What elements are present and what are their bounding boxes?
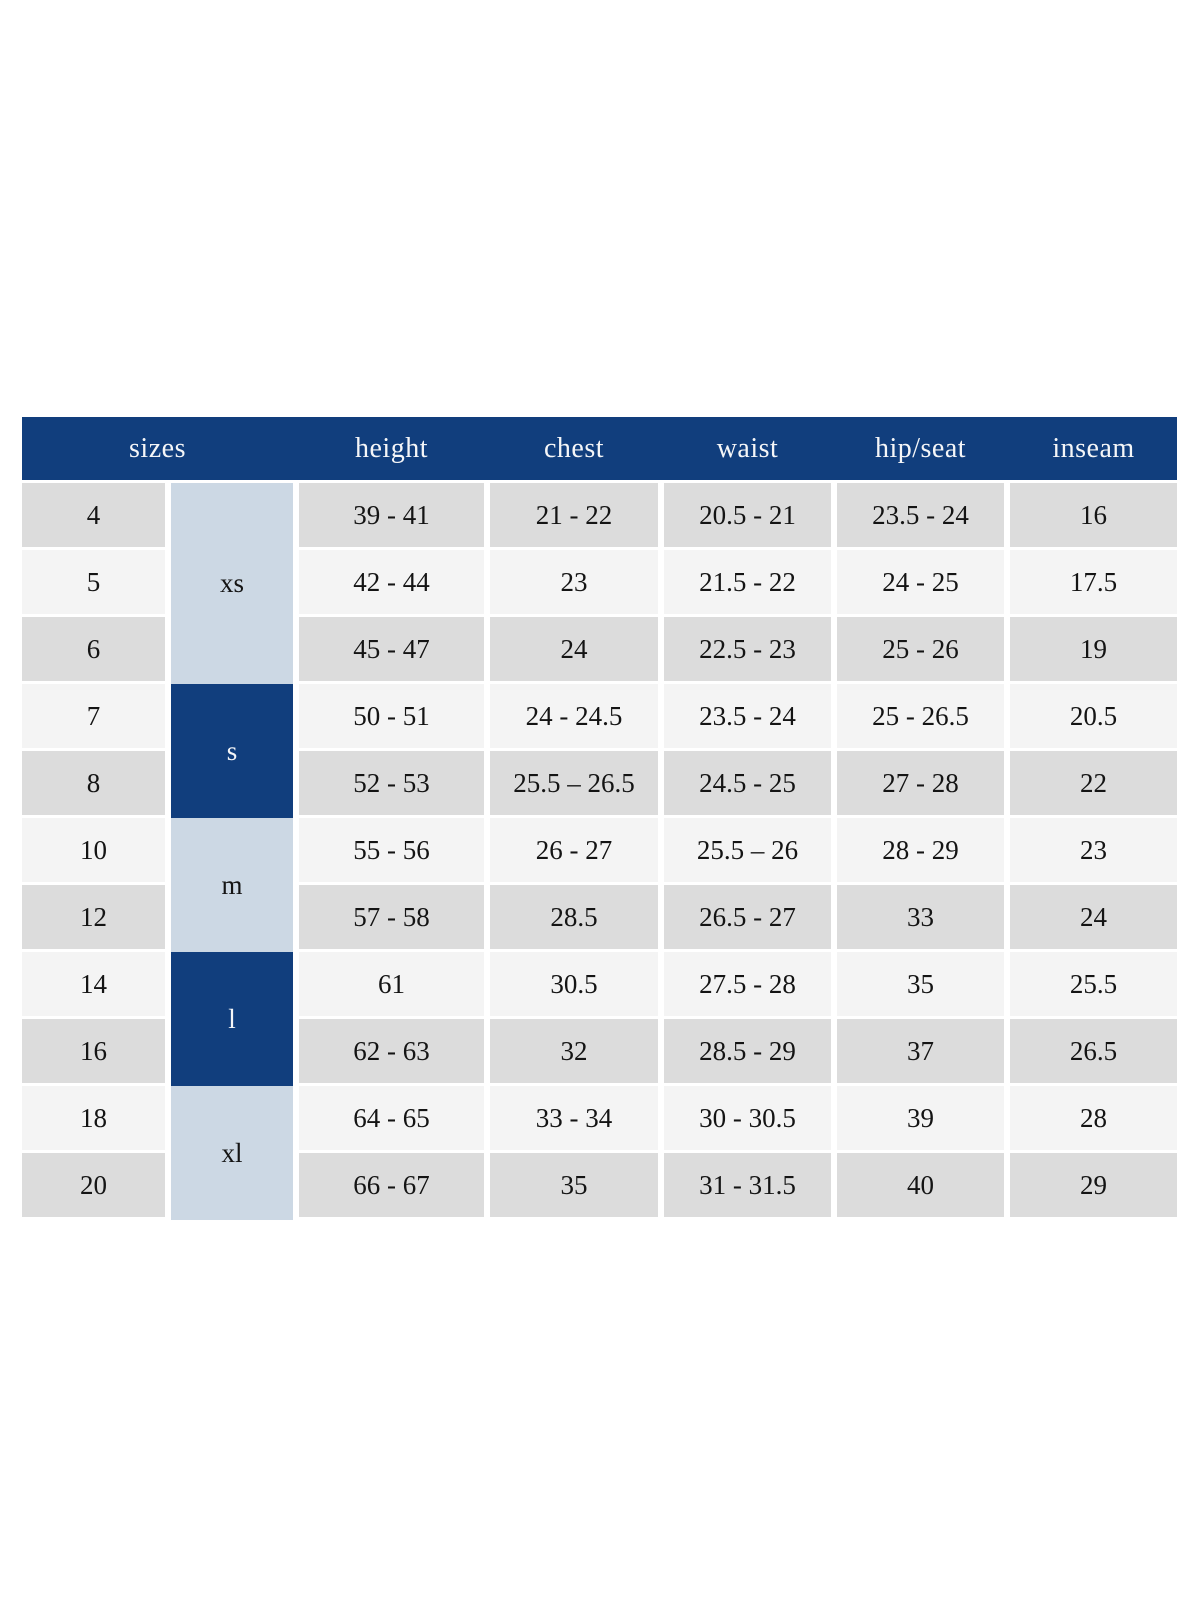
group-cell-l: l (171, 952, 293, 1086)
inseam-cell: 22 (1010, 751, 1177, 815)
height-cell: 52 - 53 (299, 751, 484, 815)
inseam-cell: 24 (1010, 885, 1177, 949)
inseam-cell: 23 (1010, 818, 1177, 882)
waist-cell: 21.5 - 22 (664, 550, 831, 614)
height-cell: 50 - 51 (299, 684, 484, 748)
waist-cell: 28.5 - 29 (664, 1019, 831, 1083)
size-cell: 20 (22, 1153, 165, 1217)
waist-cell: 31 - 31.5 (664, 1153, 831, 1217)
group-cell-m: m (171, 818, 293, 952)
waist-cell: 25.5 – 26 (664, 818, 831, 882)
hip-seat-cell: 24 - 25 (837, 550, 1004, 614)
header-cell-height: height (355, 432, 428, 464)
height-cell: 66 - 67 (299, 1153, 484, 1217)
chest-cell: 35 (490, 1153, 658, 1217)
height-cell: 61 (299, 952, 484, 1016)
inseam-cell: 20.5 (1010, 684, 1177, 748)
hip-seat-cell: 33 (837, 885, 1004, 949)
group-cell-s: s (171, 684, 293, 818)
chest-cell: 26 - 27 (490, 818, 658, 882)
hip-seat-cell: 37 (837, 1019, 1004, 1083)
inseam-cell: 17.5 (1010, 550, 1177, 614)
chest-cell: 32 (490, 1019, 658, 1083)
hip-seat-cell: 23.5 - 24 (837, 483, 1004, 547)
chest-cell: 28.5 (490, 885, 658, 949)
inseam-cell: 29 (1010, 1153, 1177, 1217)
header-cell-hip-seat: hip/seat (874, 432, 967, 464)
height-cell: 62 - 63 (299, 1019, 484, 1083)
chest-cell: 25.5 – 26.5 (490, 751, 658, 815)
size-cell: 18 (22, 1086, 165, 1150)
hip-seat-cell: 25 - 26 (837, 617, 1004, 681)
size-chart-table: sizes height chest waist hip/seat inseam 4 39 -… (22, 417, 1177, 1220)
chest-cell: 24 (490, 617, 658, 681)
waist-cell: 20.5 - 21 (664, 483, 831, 547)
size-cell: 4 (22, 483, 165, 547)
waist-cell: 23.5 - 24 (664, 684, 831, 748)
group-cell-xs: xs (171, 483, 293, 684)
size-cell: 14 (22, 952, 165, 1016)
header-cell-chest: chest (543, 432, 605, 464)
chest-cell: 24 - 24.5 (490, 684, 658, 748)
size-cell: 8 (22, 751, 165, 815)
size-cell: 6 (22, 617, 165, 681)
inseam-cell: 25.5 (1010, 952, 1177, 1016)
inseam-cell: 28 (1010, 1086, 1177, 1150)
inseam-cell: 26.5 (1010, 1019, 1177, 1083)
waist-cell: 22.5 - 23 (664, 617, 831, 681)
hip-seat-cell: 35 (837, 952, 1004, 1016)
size-cell: 10 (22, 818, 165, 882)
waist-cell: 24.5 - 25 (664, 751, 831, 815)
height-cell: 64 - 65 (299, 1086, 484, 1150)
hip-seat-cell: 28 - 29 (837, 818, 1004, 882)
chest-cell: 33 - 34 (490, 1086, 658, 1150)
hip-seat-cell: 25 - 26.5 (837, 684, 1004, 748)
size-cell: 7 (22, 684, 165, 748)
height-cell: 45 - 47 (299, 617, 484, 681)
table-header-bar (22, 417, 1177, 480)
height-cell: 55 - 56 (299, 818, 484, 882)
chest-cell: 30.5 (490, 952, 658, 1016)
hip-seat-cell: 40 (837, 1153, 1004, 1217)
chest-cell: 23 (490, 550, 658, 614)
waist-cell: 30 - 30.5 (664, 1086, 831, 1150)
inseam-cell: 16 (1010, 483, 1177, 547)
header-cell-sizes: sizes (129, 432, 186, 464)
inseam-cell: 19 (1010, 617, 1177, 681)
header-cell-waist: waist (716, 432, 779, 464)
height-cell: 39 - 41 (299, 483, 484, 547)
waist-cell: 26.5 - 27 (664, 885, 831, 949)
size-cell: 5 (22, 550, 165, 614)
group-cell-xl: xl (171, 1086, 293, 1220)
height-cell: 42 - 44 (299, 550, 484, 614)
waist-cell: 27.5 - 28 (664, 952, 831, 1016)
height-cell: 57 - 58 (299, 885, 484, 949)
chest-cell: 21 - 22 (490, 483, 658, 547)
size-cell: 16 (22, 1019, 165, 1083)
hip-seat-cell: 27 - 28 (837, 751, 1004, 815)
hip-seat-cell: 39 (837, 1086, 1004, 1150)
size-cell: 12 (22, 885, 165, 949)
header-cell-inseam: inseam (1052, 432, 1135, 464)
